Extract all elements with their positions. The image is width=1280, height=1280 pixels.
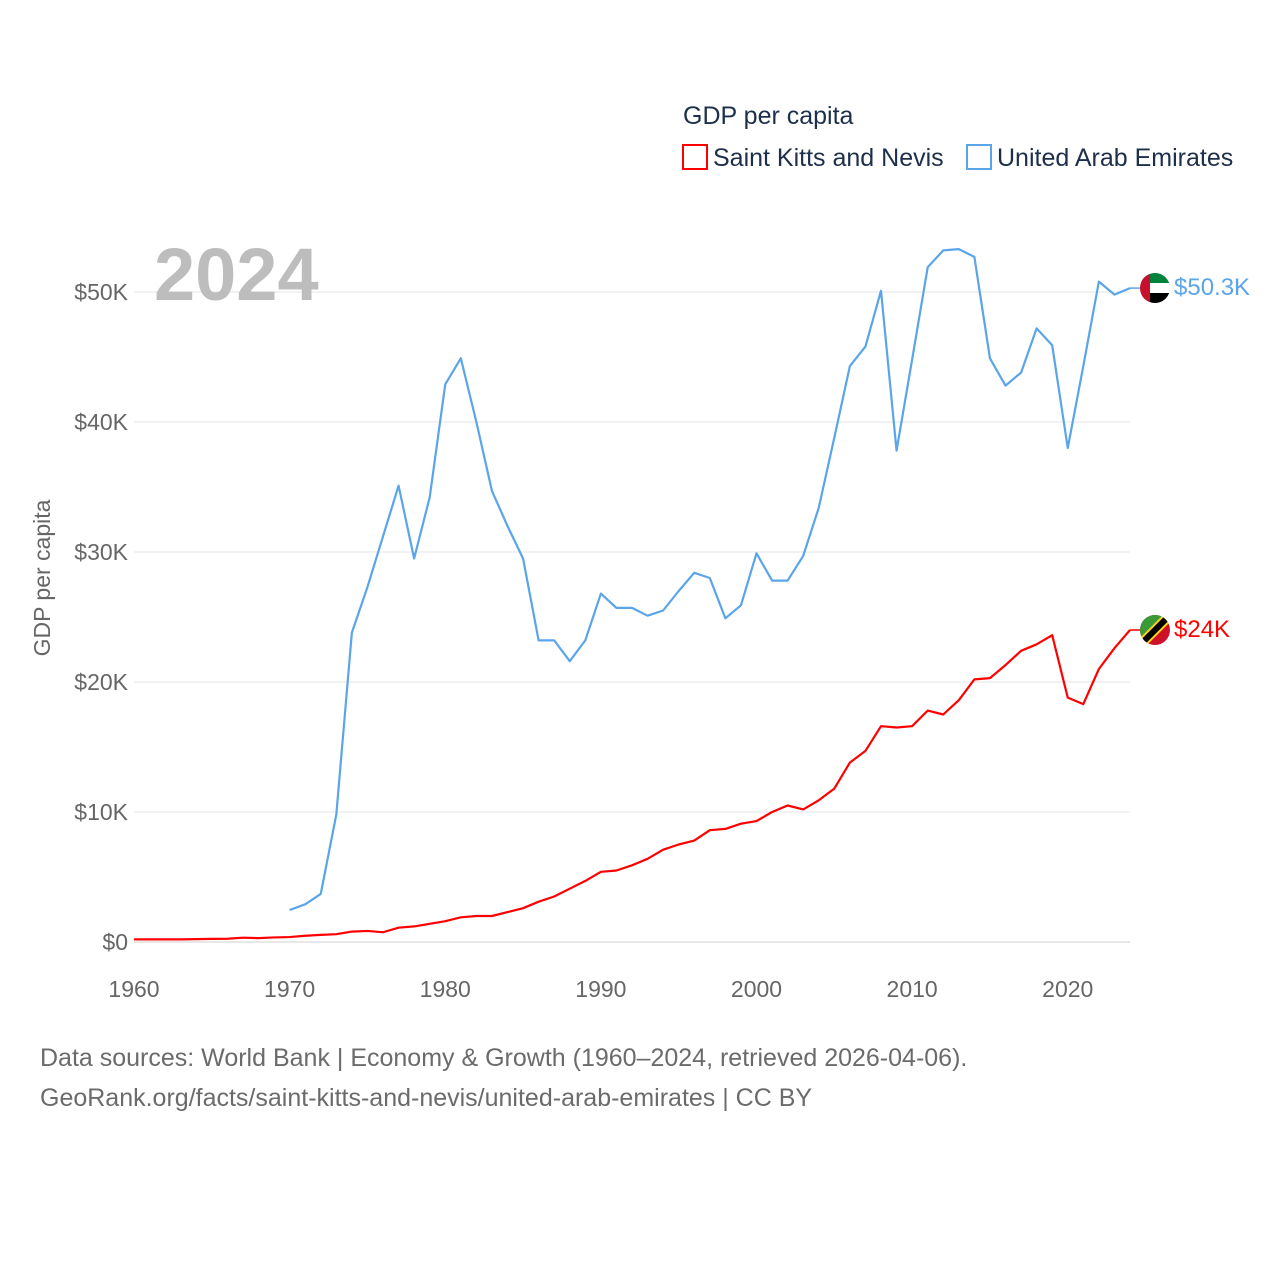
saint-kitts-flag-icon [1140, 615, 1170, 645]
x-tick-label: 1990 [575, 976, 626, 1002]
legend-label: Saint Kitts and Nevis [713, 144, 944, 172]
y-axis-label: GDP per capita [29, 499, 55, 656]
end-value-label: $24K [1174, 616, 1230, 643]
x-tick-label: 1980 [420, 976, 471, 1002]
y-tick-label: $10K [74, 799, 128, 825]
legend-label: United Arab Emirates [997, 144, 1233, 172]
legend-item-saint-kitts[interactable]: Saint Kitts and Nevis [682, 144, 944, 172]
legend-swatch [682, 144, 708, 170]
end-value-label: $50.3K [1174, 274, 1250, 301]
y-tick-label: $20K [74, 669, 128, 695]
y-tick-label: $40K [74, 409, 128, 435]
uae-flag-icon [1140, 273, 1170, 303]
y-tick-label: $30K [74, 539, 128, 565]
y-tick-label: $0 [102, 929, 128, 955]
footer-link[interactable]: GeoRank.org/facts/saint-kitts-and-nevis/… [40, 1084, 813, 1112]
series-line-uae [289, 248, 1131, 912]
series-line-saint-kitts [134, 629, 1131, 941]
x-tick-label: 2010 [887, 976, 938, 1002]
legend-swatch [966, 144, 992, 170]
y-tick-label: $50K [74, 279, 128, 305]
x-tick-label: 2000 [731, 976, 782, 1002]
footer-sources: Data sources: World Bank | Economy & Gro… [40, 1044, 968, 1072]
legend-item-uae[interactable]: United Arab Emirates [966, 144, 1233, 172]
x-tick-label: 1970 [264, 976, 315, 1002]
x-tick-label: 1960 [108, 976, 159, 1002]
x-tick-label: 2020 [1042, 976, 1093, 1002]
year-watermark: 2024 [154, 233, 319, 316]
legend-title: GDP per capita [683, 102, 854, 130]
